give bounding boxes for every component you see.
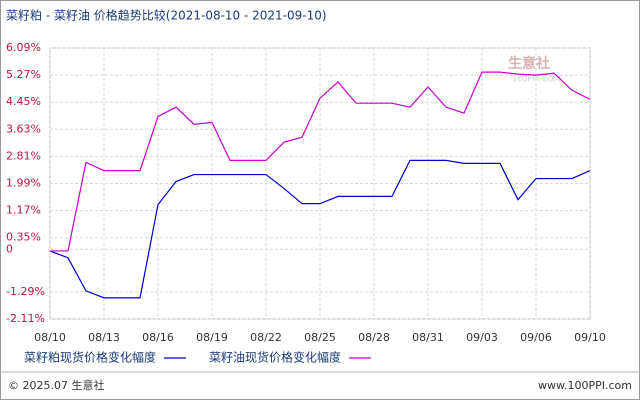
y-tick-label: 3.63%	[6, 122, 41, 135]
series-line	[49, 159, 591, 299]
x-tick-label: 08/22	[250, 331, 282, 344]
x-tick-label: 09/06	[520, 331, 552, 344]
chart-title: 菜籽粕 - 菜籽油 价格趋势比较(2021-08-10 - 2021-09-10…	[6, 8, 327, 23]
x-tick-label: 08/19	[196, 331, 228, 344]
x-tick-label: 08/28	[358, 331, 390, 344]
y-tick-label: 2.81%	[6, 149, 41, 162]
y-tick-label: 5.27%	[6, 68, 41, 81]
y-tick-label: -1.29%	[6, 285, 45, 298]
y-tick-label: -2.11%	[6, 312, 45, 325]
y-tick-label: 0.35%	[6, 231, 41, 244]
series-line	[50, 71, 591, 252]
x-tick-label: 09/10	[574, 331, 606, 344]
legend-label: 菜籽油现货价格变化幅度	[209, 350, 341, 365]
y-tick-label: 1.99%	[6, 177, 41, 190]
y-tick-label: 0	[6, 242, 13, 255]
watermark: 生意社	[508, 55, 550, 72]
site: www.100PPI.com	[538, 379, 632, 392]
y-tick-label: 1.17%	[6, 204, 41, 217]
copyright: © 2025.07 生意社	[8, 378, 104, 392]
x-tick-label: 08/31	[412, 331, 444, 344]
y-tick-label: 4.45%	[6, 95, 41, 108]
x-tick-label: 08/25	[304, 331, 336, 344]
legend-label: 菜籽粕现货价格变化幅度	[24, 350, 156, 365]
y-tick-label: 6.09%	[6, 41, 41, 54]
x-tick-label: 08/13	[88, 331, 120, 344]
x-tick-label: 09/03	[466, 331, 498, 344]
x-tick-label: 08/10	[34, 331, 66, 344]
x-tick-label: 08/16	[142, 331, 174, 344]
